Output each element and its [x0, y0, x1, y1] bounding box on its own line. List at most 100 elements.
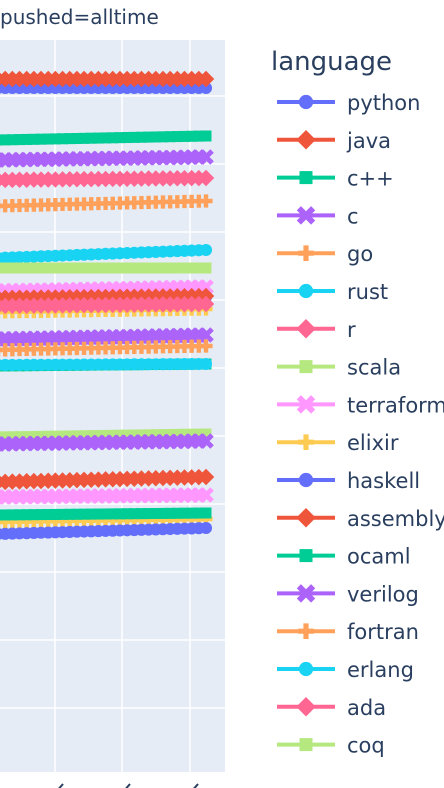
- series-c++: [0, 130, 212, 146]
- legend-marker-square-icon: [299, 549, 313, 563]
- data-point: [49, 430, 61, 442]
- data-point: [121, 429, 133, 441]
- legend-marker-square-icon: [299, 360, 313, 374]
- data-point: [114, 132, 126, 144]
- data-point: [198, 149, 214, 165]
- data-point: [171, 131, 183, 143]
- data-point: [35, 133, 47, 145]
- data-point: [157, 507, 169, 519]
- data-point: [21, 509, 33, 521]
- legend-label: scala: [347, 356, 401, 380]
- legend-item-haskell[interactable]: haskell: [277, 469, 420, 493]
- legend-label: assembly: [347, 507, 444, 531]
- data-point: [128, 262, 140, 274]
- legend-marker-circle-icon: [298, 283, 314, 299]
- data-point: [193, 262, 205, 274]
- legend-label: java: [346, 129, 391, 153]
- legend-item-scala[interactable]: scala: [277, 356, 401, 380]
- legend[interactable]: python java c++ c go rust r scala terraform elixi…: [277, 91, 444, 758]
- data-point: [164, 507, 176, 519]
- legend-item-java[interactable]: java: [277, 129, 391, 153]
- x-tick-2: [193, 783, 199, 788]
- series-ada: [0, 295, 215, 315]
- data-point: [178, 507, 190, 519]
- legend-item-c[interactable]: c: [277, 204, 359, 228]
- data-point: [100, 508, 112, 520]
- data-point: [71, 262, 83, 274]
- data-point: [78, 262, 90, 274]
- legend-item-python[interactable]: python: [277, 91, 420, 115]
- data-point: [143, 508, 155, 520]
- data-point: [57, 430, 69, 442]
- legend-label: r: [347, 318, 356, 342]
- legend-marker-diamond-icon: [296, 130, 316, 150]
- data-point: [107, 429, 119, 441]
- legend-item-fortran[interactable]: fortran: [277, 620, 419, 644]
- data-point: [92, 262, 104, 274]
- legend-item-ada[interactable]: ada: [277, 696, 386, 720]
- legend-item-terraform[interactable]: terraform: [277, 393, 444, 417]
- data-point: [157, 429, 169, 441]
- data-point: [135, 262, 147, 274]
- chart-title: pushed=alltime: [0, 5, 159, 29]
- data-point: [178, 428, 190, 440]
- data-point: [150, 262, 162, 274]
- data-point: [21, 262, 33, 274]
- legend-item-elixir[interactable]: elixir: [277, 431, 399, 455]
- data-point: [128, 429, 140, 441]
- data-point: [57, 262, 69, 274]
- data-point: [200, 507, 212, 519]
- legend-item-coq[interactable]: coq: [277, 734, 385, 758]
- data-point: [164, 131, 176, 143]
- legend-item-verilog[interactable]: verilog: [277, 582, 419, 606]
- data-point: [186, 262, 198, 274]
- legend-marker-cross-icon: [298, 245, 314, 261]
- data-point: [35, 430, 47, 442]
- data-point: [42, 133, 54, 145]
- data-point: [150, 131, 162, 143]
- data-point: [107, 262, 119, 274]
- series-c: [0, 149, 214, 168]
- data-point: [199, 81, 213, 95]
- data-point: [57, 508, 69, 520]
- data-point: [193, 507, 205, 519]
- data-point: [200, 130, 212, 142]
- legend-item-ocaml[interactable]: ocaml: [277, 545, 411, 569]
- x-tick-1: [125, 783, 131, 788]
- series-unlabeled-18: [0, 433, 214, 452]
- x-tick-0: [58, 783, 64, 788]
- data-point: [71, 430, 83, 442]
- legend-title: language: [271, 47, 392, 77]
- data-point: [107, 508, 119, 520]
- legend-item-go[interactable]: go: [277, 242, 373, 266]
- legend-item-rust[interactable]: rust: [277, 280, 388, 304]
- data-point: [197, 468, 215, 486]
- data-point: [6, 262, 18, 274]
- data-point: [0, 431, 11, 443]
- data-point: [35, 509, 47, 521]
- legend-item-assembly[interactable]: assembly: [277, 507, 444, 531]
- data-point: [71, 508, 83, 520]
- series-unlabeled-23: [0, 521, 213, 540]
- data-point: [143, 262, 155, 274]
- legend-item-r[interactable]: r: [277, 318, 356, 342]
- data-point: [71, 132, 83, 144]
- data-point: [64, 133, 76, 145]
- data-point: [128, 131, 140, 143]
- data-point: [85, 508, 97, 520]
- legend-item-c++[interactable]: c++: [277, 167, 394, 191]
- data-point: [186, 507, 198, 519]
- data-point: [150, 429, 162, 441]
- data-point: [0, 134, 11, 146]
- legend-label: erlang: [347, 658, 414, 682]
- series-r: [0, 169, 215, 189]
- data-point: [6, 431, 18, 443]
- data-point: [78, 430, 90, 442]
- legend-label: c++: [347, 167, 394, 191]
- legend-item-erlang[interactable]: erlang: [277, 658, 414, 682]
- data-point: [186, 130, 198, 142]
- data-point: [200, 428, 212, 440]
- plot-area: [0, 40, 225, 772]
- series-erlang: [0, 357, 213, 372]
- series-unlabeled-22: [0, 507, 212, 521]
